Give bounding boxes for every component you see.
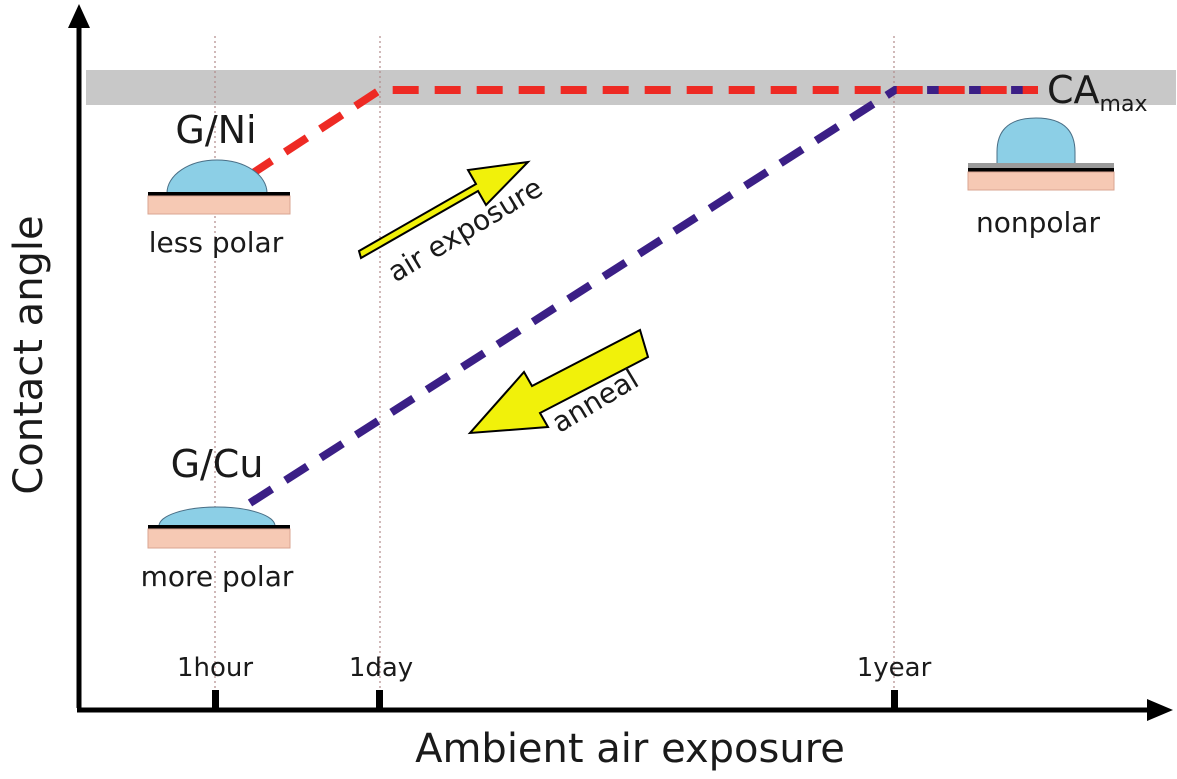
graphene-layer	[148, 192, 290, 196]
tick-mark-1day	[376, 690, 383, 710]
gni-sample: G/Ni less polar	[147, 108, 291, 259]
gcu-sample-name: G/Cu	[171, 442, 264, 486]
metal-substrate	[967, 171, 1115, 191]
y-axis-label: Contact angle	[6, 215, 52, 494]
x-axis	[77, 699, 1173, 721]
gcu-contact-angle-line	[247, 86, 1038, 507]
x-axis-label: Ambient air exposure	[415, 726, 845, 772]
nickel-substrate	[147, 195, 291, 215]
tick-mark-1year	[891, 690, 898, 710]
y-axis	[68, 4, 90, 708]
anneal-arrow-icon	[467, 328, 650, 435]
final-polarity-caption: nonpolar	[976, 206, 1100, 239]
graphene-layer	[968, 168, 1114, 172]
water-droplet-icon	[996, 117, 1076, 166]
tick-label-1year: 1year	[857, 653, 932, 683]
graphene-layer	[148, 525, 290, 529]
copper-substrate	[147, 528, 291, 549]
air-exposure-arrow-icon	[357, 160, 531, 260]
gni-sample-name: G/Ni	[175, 108, 256, 152]
final-sample: nonpolar	[967, 117, 1115, 239]
contamination-layer	[968, 163, 1114, 168]
gni-polarity-caption: less polar	[149, 226, 284, 259]
ca-max-label: CAmax	[1047, 68, 1147, 117]
gcu-sample: G/Cu more polar	[141, 442, 294, 593]
tick-label-1hour: 1hour	[177, 653, 253, 683]
tick-mark-1hour	[212, 690, 219, 710]
gni-contact-angle-line	[247, 86, 1038, 179]
tick-label-1day: 1day	[349, 653, 413, 683]
gcu-polarity-caption: more polar	[141, 560, 294, 593]
